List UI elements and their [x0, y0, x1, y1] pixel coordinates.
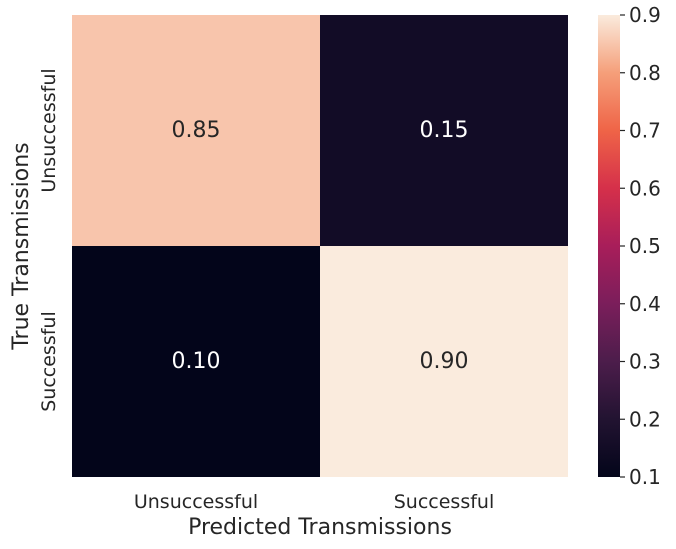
- colorbar-tick-label: 0.9: [629, 3, 661, 27]
- x-tick-labels: Unsuccessful Successful: [134, 491, 494, 513]
- y-axis-label: True Transmissions: [9, 142, 34, 350]
- heatmap-cell-labels: 0.85 0.15 0.10 0.90: [172, 118, 469, 374]
- heatmap-cell-0-1: [320, 15, 568, 246]
- y-tick-label: Unsuccessful: [38, 68, 60, 192]
- x-tick-label: Unsuccessful: [134, 491, 258, 513]
- x-axis-label: Predicted Transmissions: [188, 515, 452, 540]
- heatmap-cell-1-1: [320, 246, 568, 477]
- heatmap-cell-label-1-0: 0.10: [172, 349, 221, 374]
- colorbar-tick-label: 0.4: [629, 292, 661, 316]
- colorbar: [598, 15, 620, 477]
- x-tick-label: Successful: [394, 491, 495, 513]
- colorbar-tick-label: 0.8: [629, 61, 661, 85]
- heatmap-cell-label-0-0: 0.85: [172, 118, 221, 143]
- colorbar-tick-label: 0.2: [629, 407, 661, 431]
- heatmap-cell-label-0-1: 0.15: [420, 118, 469, 143]
- y-tick-labels: Unsuccessful Successful: [38, 68, 60, 411]
- heatmap-cell-0-0: [72, 15, 320, 246]
- colorbar-tick-label: 0.6: [629, 176, 661, 200]
- colorbar-tick-label: 0.7: [629, 119, 661, 143]
- heatmap-cell-label-1-1: 0.90: [420, 349, 469, 374]
- heatmap-cells: [72, 15, 568, 477]
- colorbar-tick-label: 0.3: [629, 350, 661, 374]
- colorbar-tick-label: 0.5: [629, 234, 661, 258]
- heatmap-cell-1-0: [72, 246, 320, 477]
- y-tick-label: Successful: [38, 311, 60, 412]
- colorbar-tick-label: 0.1: [629, 465, 661, 489]
- colorbar-ticks: 0.1 0.2 0.3 0.4 0.5 0.6 0.7 0.8 0.9: [620, 3, 661, 489]
